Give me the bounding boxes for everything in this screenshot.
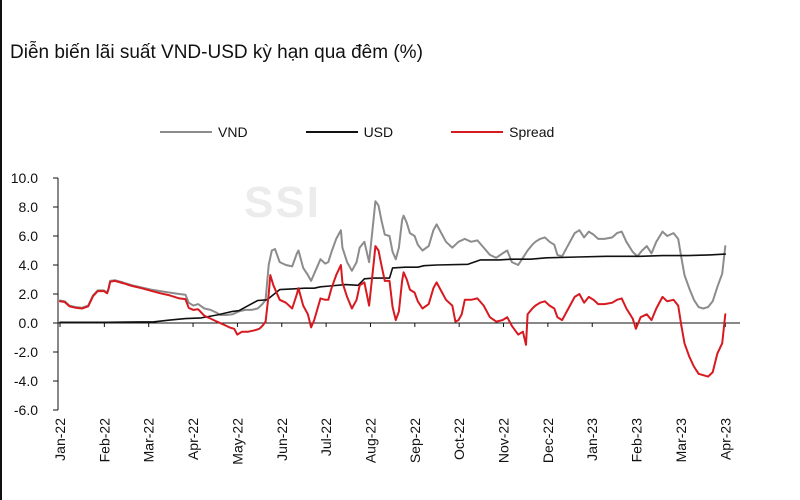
y-tick-label: -2.0 [14,344,38,360]
y-tick-label: 0.0 [19,315,39,331]
y-tick-label: 10.0 [11,170,38,186]
chart-axes: 10.0 8.0 6.0 4.0 2.0 0.0 -2.0 -4.0 -6.0 Jan-22 Feb… [11,170,740,465]
x-tick-label: Jul-22 [318,418,334,456]
x-tick-label: Aug-22 [362,418,378,463]
x-tick-label: May-22 [229,418,245,465]
x-tick-label: Mar-22 [141,418,157,463]
x-tick-label: Jan-23 [584,418,600,461]
x-tick-label: Sep-22 [407,418,423,463]
left-border [0,0,2,500]
series-line-vnd [59,200,727,316]
y-tick-label: 2.0 [19,286,39,302]
legend-swatch-usd [305,131,358,133]
x-tick-label: Apr-23 [717,418,733,460]
legend-label-usd: USD [363,124,394,140]
x-tick-label: Mar-23 [673,418,689,463]
x-tick-label: Jan-22 [52,418,68,461]
series-line-usd [59,253,727,324]
x-tick-label: Nov-22 [496,418,512,463]
y-tick-label: -6.0 [14,402,38,418]
x-tick-label: Dec-22 [540,418,556,463]
legend-item-vnd: VND [160,124,248,140]
chart-series [59,200,727,378]
legend-label-vnd: VND [218,124,248,140]
x-tick-label: Feb-22 [96,418,112,463]
watermark-logo: SSI [244,178,321,227]
chart-legend: VND USD Spread [160,122,612,142]
legend-item-usd: USD [305,124,394,140]
y-tick-label: -4.0 [14,373,38,389]
x-tick-label: Apr-22 [185,418,201,460]
legend-swatch-vnd [160,131,212,133]
y-tick-label: 6.0 [19,228,39,244]
legend-item-spread: Spread [451,124,554,140]
x-tick-label: Oct-22 [451,418,467,460]
x-tick-label: Feb-23 [629,418,645,463]
series-line-spread [59,245,727,378]
chart-title: Diễn biến lãi suất VND-USD kỳ hạn qua đê… [10,42,423,63]
legend-swatch-spread [451,131,504,133]
y-tick-label: 8.0 [19,199,39,215]
y-tick-label: 4.0 [19,257,39,273]
x-tick-label: Jun-22 [274,418,290,461]
legend-label-spread: Spread [509,124,555,140]
